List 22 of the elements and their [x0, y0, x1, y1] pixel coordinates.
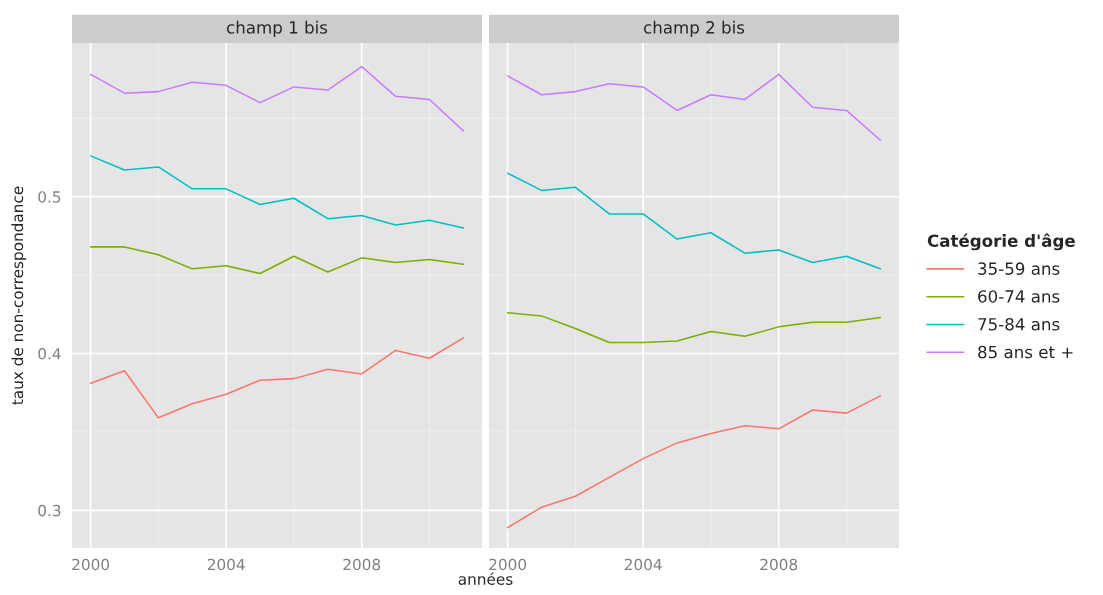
y-tick-label: 0.5	[38, 191, 61, 203]
line-series	[89, 246, 465, 275]
chart-title: champ 2 bis	[644, 20, 745, 37]
y-tick-label: 0.4	[38, 347, 61, 360]
x-tick-label: 2000	[72, 558, 110, 571]
x-tick-label: 2008	[343, 558, 381, 571]
x-tick-label: 2000	[489, 558, 527, 571]
x-axis-title: années	[458, 572, 513, 585]
legend-label: 75-84 ans	[978, 317, 1060, 331]
legend-label: 35-59 ans	[978, 262, 1060, 275]
y-axis-title: taux de non-correspondance	[11, 186, 27, 405]
line-series	[89, 65, 465, 132]
legend-title: Catégorie d'âge	[927, 233, 1075, 251]
chart-title: champ 1 bis	[227, 20, 328, 37]
x-tick-label: 2004	[207, 558, 245, 571]
legend-label: 60-74 ans	[978, 290, 1060, 303]
legend-label: 85 ans et +	[978, 345, 1073, 359]
x-tick-label: 2008	[760, 558, 798, 571]
line-series	[89, 337, 465, 419]
line-series	[89, 155, 465, 229]
y-tick-label: 0.3	[38, 504, 61, 517]
x-tick-label: 2004	[624, 558, 662, 571]
